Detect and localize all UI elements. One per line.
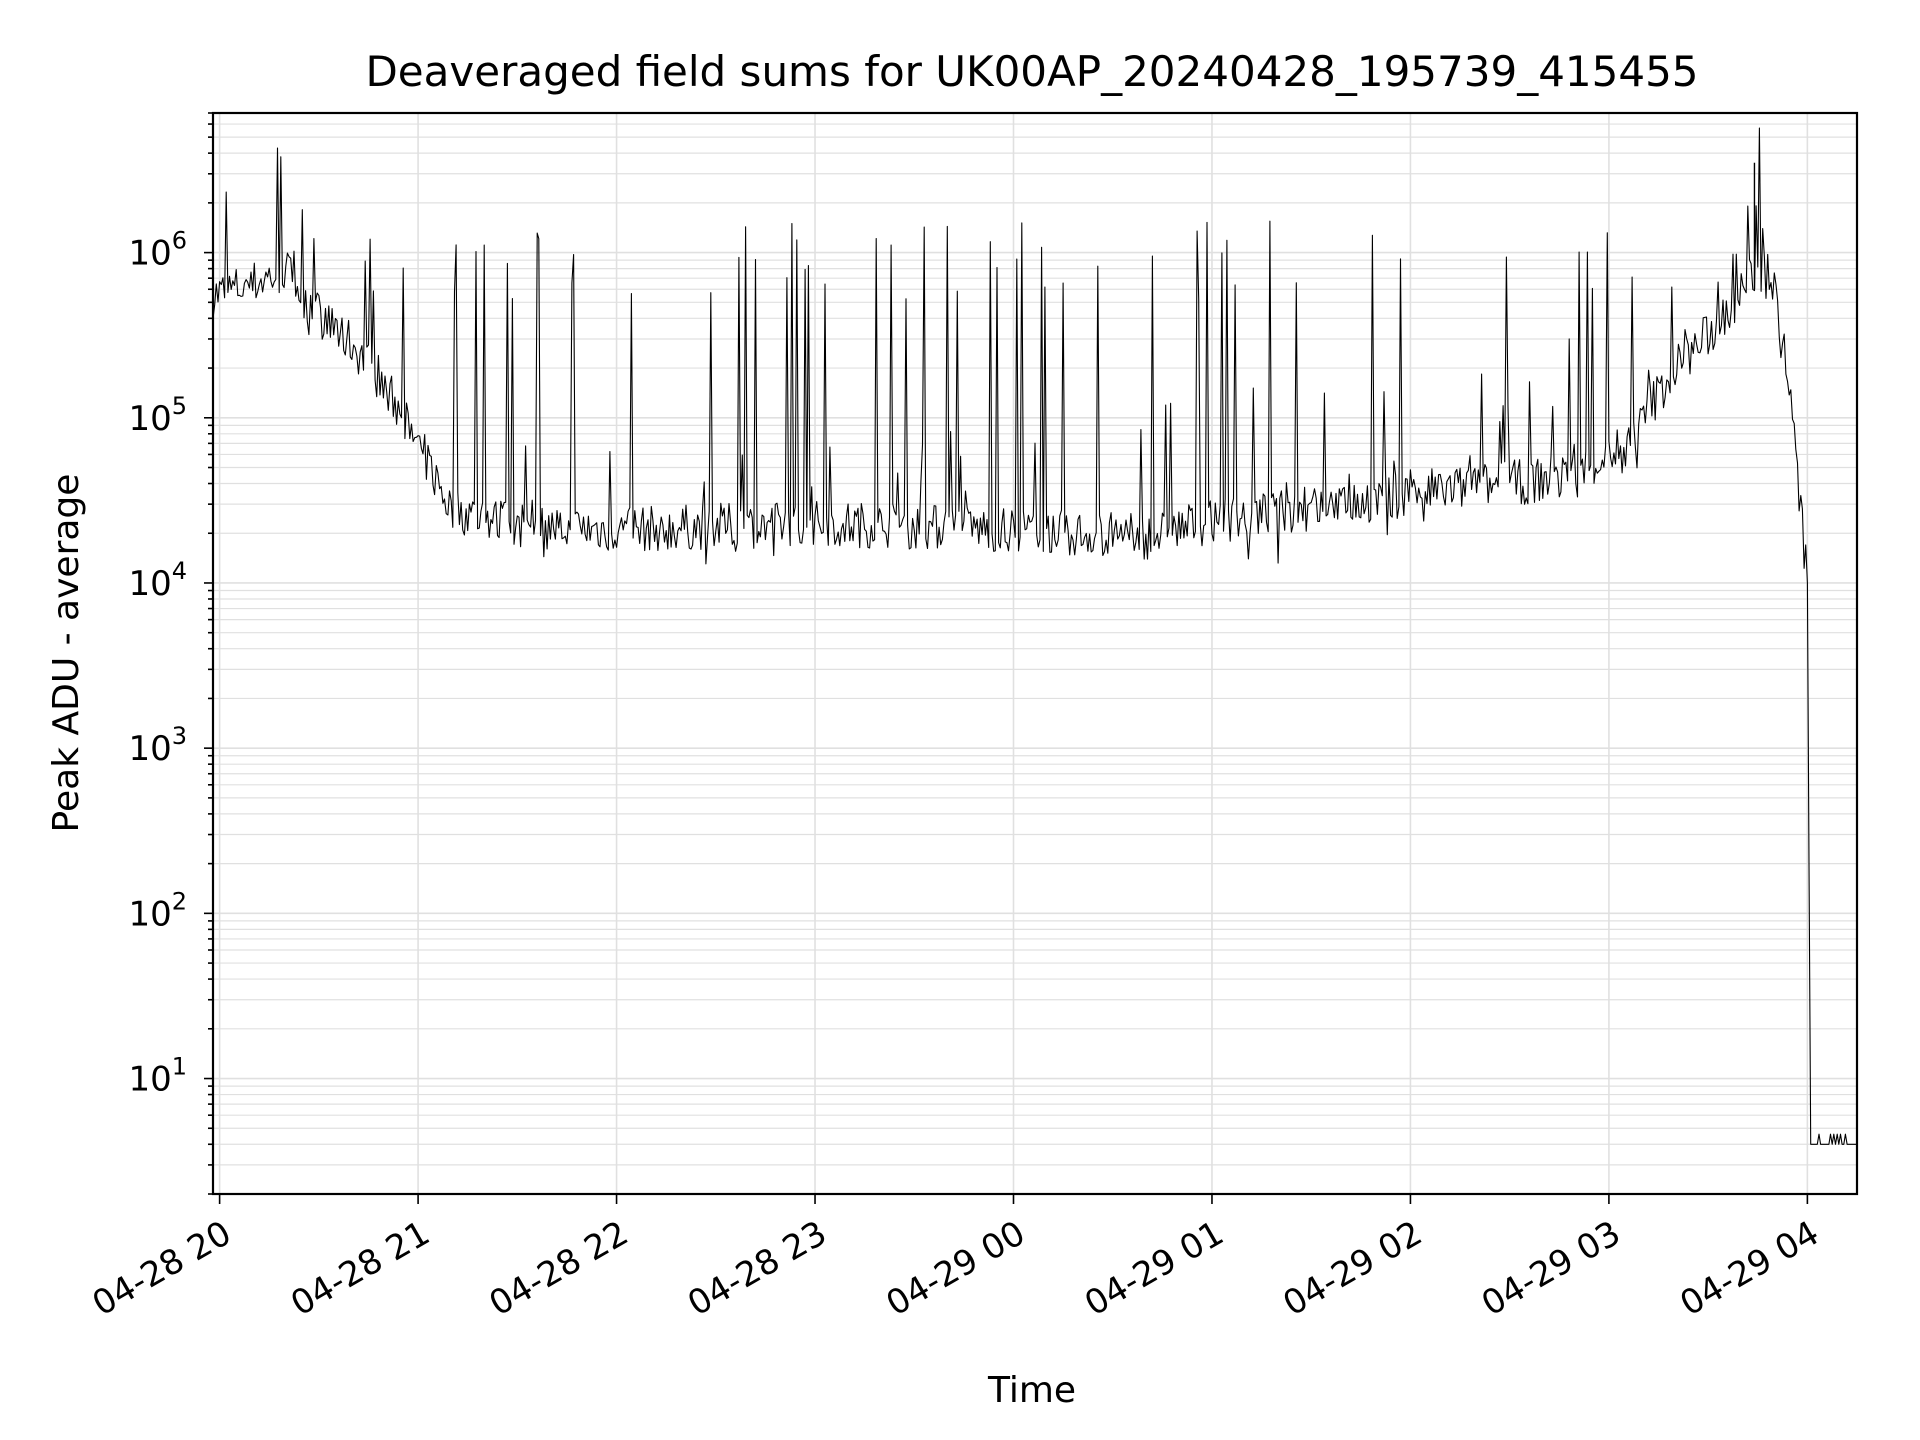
series-line	[212, 127, 1857, 1145]
x-tick-label: 04-28 20	[86, 1213, 238, 1324]
y-tick-label: 104	[128, 557, 187, 604]
y-tick-label: 103	[128, 722, 187, 769]
x-tick-label: 04-29 01	[1078, 1213, 1230, 1324]
x-tick-label: 04-29 02	[1277, 1213, 1429, 1324]
x-axis-label: Time	[987, 1370, 1076, 1411]
y-tick-label: 106	[128, 227, 187, 274]
y-axis-label: Peak ADU - average	[46, 474, 87, 833]
y-tick-label: 105	[128, 392, 187, 439]
x-tick-label: 04-29 00	[880, 1213, 1032, 1324]
y-tick-label: 101	[128, 1053, 187, 1100]
y-tick-label: 102	[128, 887, 187, 934]
x-tick-label: 04-29 03	[1475, 1213, 1627, 1324]
data-series	[212, 127, 1857, 1145]
x-tick-label: 04-28 21	[284, 1213, 436, 1324]
x-tick-label: 04-28 22	[483, 1213, 635, 1324]
chart-title: Deaveraged field sums for UK00AP_2024042…	[365, 47, 1698, 96]
x-axis-ticks: 04-28 20 04-28 21 04-28 22 04-28 23 04-29 00…	[86, 1194, 1826, 1324]
grid-lines	[213, 112, 1857, 1195]
x-tick-label: 04-29 04	[1673, 1213, 1825, 1324]
x-tick-label: 04-28 23	[681, 1213, 833, 1324]
y-axis-ticks: 101 102 103 104 105 106	[128, 112, 213, 1195]
plot-frame	[211, 111, 1859, 1196]
